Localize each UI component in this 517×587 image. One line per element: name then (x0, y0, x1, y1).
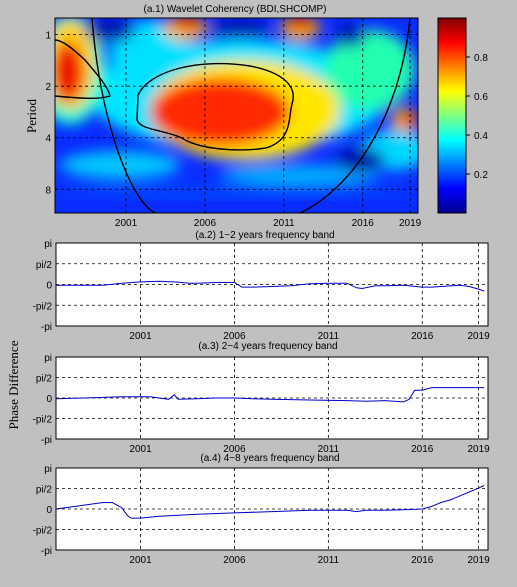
x-tick-label: 2016 (411, 444, 434, 455)
y-tick-label: 2 (45, 82, 51, 93)
y-tick-label: pi (44, 464, 52, 475)
phase-panel-4-8y: (a.4) 4~8 years frequency band 2001 2006 2… (33, 453, 491, 566)
chart-title: (a.2) 1~2 years frequency band (195, 230, 334, 241)
y-tick-label: -pi/2 (33, 526, 53, 537)
colorbar-gradient (437, 17, 467, 214)
x-tick-label: 2019 (467, 555, 490, 566)
y-tick-label: pi/2 (36, 374, 53, 385)
y-tick-label: 8 (45, 185, 51, 196)
x-tick-label: 2006 (223, 444, 246, 455)
phase-series-line (56, 280, 485, 292)
colorbar-tick-label: 0.4 (474, 131, 488, 142)
y-tick-label: -pi/2 (33, 301, 53, 312)
chart-title: (a.3) 2~4 years frequency band (198, 341, 337, 352)
cone-of-influence (91, 18, 156, 213)
x-tick-label: 2011 (318, 444, 340, 455)
x-tick-label: 2001 (115, 218, 138, 229)
significance-contour (55, 39, 111, 99)
x-tick-label: 2011 (318, 555, 340, 566)
colorbar-tick-label: 0.2 (474, 170, 488, 181)
x-tick-label: 2001 (129, 331, 152, 342)
plot-frame (55, 356, 489, 440)
x-tick-label: 2019 (467, 444, 490, 455)
x-tick-label: 2001 (129, 444, 152, 455)
y-tick-label: pi/2 (36, 485, 53, 496)
x-tick-label: 2016 (411, 555, 434, 566)
x-tick-label: 2011 (273, 218, 295, 229)
y-axis-label: Phase Difference (6, 340, 21, 429)
coherency-panel: (a.1) Wavelet Coherency (BDI,SHCOMP) Per… (24, 4, 488, 229)
x-tick-label: 2016 (411, 331, 434, 342)
plot-frame (55, 467, 489, 551)
y-tick-label: 4 (45, 134, 51, 145)
chart-title: (a.4) 4~8 years frequency band (200, 453, 339, 464)
phase-series-line (55, 387, 485, 403)
x-tick-label: 2006 (223, 555, 246, 566)
y-tick-label: pi/2 (36, 260, 53, 271)
colorbar-tick-label: 0.6 (474, 92, 488, 103)
significance-contour (136, 62, 294, 151)
x-tick-label: 2011 (318, 331, 340, 342)
phase-series-line (55, 485, 485, 519)
y-tick-label: -pi/2 (33, 415, 53, 426)
y-axis-label: Period (24, 99, 39, 133)
y-tick-label: pi (44, 353, 52, 364)
colorbar: 0.2 0.4 0.6 0.8 (437, 17, 488, 214)
y-tick-label: 1 (45, 31, 51, 42)
y-tick-label: -pi (41, 546, 52, 557)
y-tick-label: 0 (46, 281, 52, 292)
x-tick-label: 2019 (399, 218, 422, 229)
y-tick-label: 0 (46, 394, 52, 405)
phase-panel-2-4y: (a.3) 2~4 years frequency band Phase Dif… (6, 340, 490, 455)
chart-title: (a.1) Wavelet Coherency (BDI,SHCOMP) (143, 4, 326, 15)
grid (55, 18, 418, 213)
y-tick-label: pi (44, 239, 52, 250)
x-tick-label: 2001 (129, 555, 152, 566)
y-tick-label: -pi (41, 435, 52, 446)
x-tick-label: 2019 (467, 331, 490, 342)
cone-of-influence (299, 18, 411, 213)
y-tick-label: -pi (41, 322, 52, 333)
phase-panel-1-2y: (a.2) 1~2 years frequency band 2001 2006 2… (33, 230, 491, 342)
colorbar-tick-label: 0.8 (474, 53, 488, 64)
y-tick-label: 0 (46, 505, 52, 516)
x-tick-label: 2006 (194, 218, 217, 229)
plot-frame (54, 17, 419, 214)
plot-frame (55, 242, 489, 327)
x-tick-label: 2016 (352, 218, 375, 229)
x-tick-label: 2006 (223, 331, 246, 342)
